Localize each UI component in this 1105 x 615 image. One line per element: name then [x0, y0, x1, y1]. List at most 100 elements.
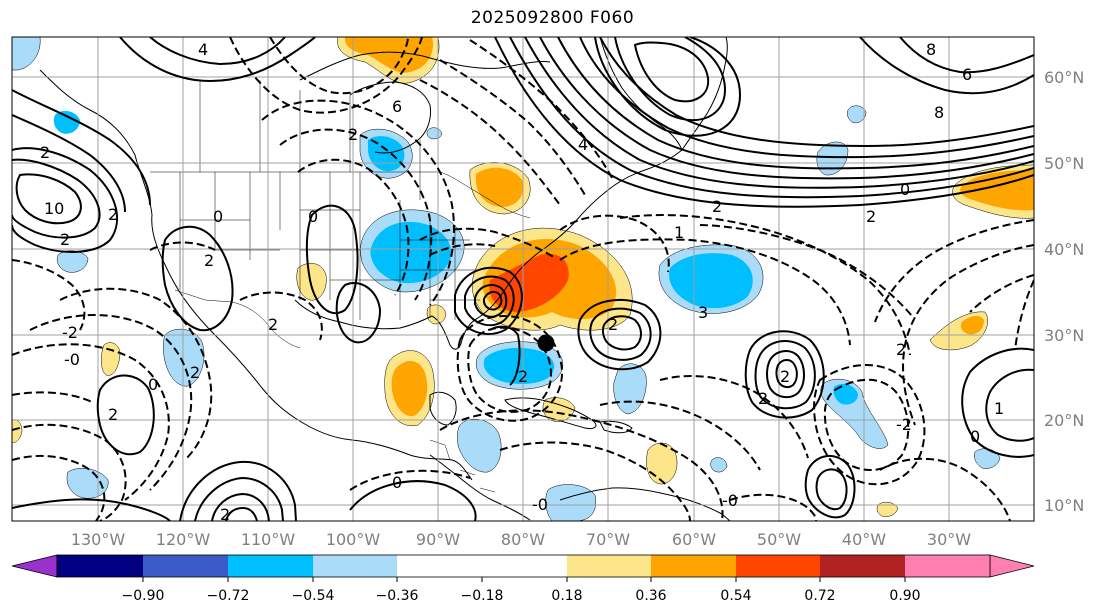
neg-contour-east-trough-1	[419, 79, 561, 206]
neg-contour-east-trough-3	[469, 39, 613, 179]
hudson-bay	[349, 81, 431, 154]
contour-label: 0	[213, 207, 223, 226]
contour-label: 2	[780, 367, 790, 386]
neg-contour-central-trough-2	[279, 128, 433, 301]
colorbar-segment	[397, 555, 482, 577]
south-caribbean-contour	[349, 480, 477, 521]
contour-label: 2	[712, 197, 722, 216]
us-canada-border	[150, 171, 531, 219]
jet-contour-6	[579, 37, 1034, 159]
neg-contour-gulf-2	[429, 243, 496, 256]
lat-label: 50°N	[1044, 154, 1084, 173]
cool-anomaly-gulf-alaska	[53, 110, 80, 134]
contour-label: 1	[994, 399, 1004, 418]
jet-contour-1	[494, 37, 1034, 208]
east-atl-high-2	[985, 368, 1034, 442]
colorbar-extend-right	[989, 554, 1035, 578]
lon-label: 50°W	[757, 530, 801, 549]
contour-label: 2	[866, 207, 876, 226]
central-atl-high-4	[775, 359, 798, 389]
neg-contour-south-atl	[729, 493, 817, 521]
cool-anomaly-mid-atlantic-mid	[833, 383, 858, 405]
neg-contour-florida	[456, 315, 564, 422]
canada-ridge-2	[149, 37, 286, 66]
contour-label: -2	[896, 415, 912, 434]
neg-contour-east-trough-2	[439, 59, 586, 196]
carolina-contour-1	[454, 266, 523, 335]
neg-contour-caribbean-2	[499, 441, 691, 521]
north-america-west-coast	[39, 69, 473, 481]
contour-label: -0	[722, 491, 738, 510]
colorbar-segment	[736, 555, 820, 577]
map-title: 2025092800 F060	[470, 8, 635, 28]
contour-label: 2	[108, 205, 118, 224]
neg-contour-atlantic-3	[699, 224, 913, 317]
cool-anomaly-atlantic-mid	[669, 253, 753, 309]
neg-contour-sw-trough-1	[59, 287, 213, 461]
contour-label: 6	[962, 65, 972, 84]
colorbar-tick-label: 0.36	[635, 588, 666, 604]
greenland-high-inner	[633, 41, 710, 103]
lon-label: 70°W	[586, 530, 630, 549]
state-lines-east	[399, 200, 480, 320]
neg-contour-caribbean-3	[599, 400, 761, 471]
neg-contour-sw-trough-2	[29, 314, 193, 491]
east-atl-high	[961, 347, 1034, 458]
colorbar-segment	[313, 555, 397, 577]
colorbar-segment	[143, 555, 228, 577]
lon-label: 110°W	[241, 530, 296, 549]
warm-anomaly-east-atlantic-mid	[960, 316, 984, 335]
contour-label: 1	[674, 223, 684, 242]
contour-label: 10	[44, 199, 64, 218]
warm-anomaly-mexico	[101, 342, 121, 376]
lat-label: 60°N	[1044, 68, 1084, 87]
neg-contour-pacific-south	[12, 423, 127, 521]
lon-label: 40°W	[842, 530, 886, 549]
south-atlantic-contour	[804, 455, 856, 519]
colorbar-tick-label: 0.72	[804, 588, 835, 604]
rockies-ridge	[161, 225, 234, 332]
contour-label: 2	[190, 363, 200, 382]
hispaniola	[599, 420, 633, 434]
lon-label: 30°W	[927, 530, 971, 549]
contour-label: 8	[934, 103, 944, 122]
neg-contour-mid-atl-low	[813, 364, 926, 486]
alaska-contour-2	[12, 114, 126, 213]
contour-label: -0	[64, 350, 80, 369]
canadian-arctic	[299, 51, 551, 81]
pacific-high-3	[15, 173, 82, 225]
contour-label: 2	[108, 405, 118, 424]
greenland-high-mid	[614, 37, 727, 122]
neg-contour-sw-canada	[149, 241, 216, 251]
contour-label: 2	[348, 125, 358, 144]
lon-label: 80°W	[501, 530, 545, 549]
lon-label: 120°W	[156, 530, 211, 549]
contour-label: 2	[60, 230, 70, 249]
latitude-labels: 60°N 50°N 40°N 30°N 20°N 10°N	[1044, 68, 1084, 515]
negative-contours	[12, 37, 1034, 521]
greenland-high-outer	[594, 37, 742, 137]
colorbar-ticks	[142, 577, 906, 582]
colorbar-tick-labels: −0.90 −0.72 −0.54 −0.36 −0.18 0.18 0.36 …	[122, 588, 921, 604]
colorbar-extend-left	[11, 554, 58, 578]
neg-contour-caribbean-4	[659, 375, 809, 459]
south-atlantic-contour-2	[815, 468, 848, 511]
colorbar-tick-label: −0.36	[376, 588, 419, 604]
neg-contour-gulf-1	[419, 227, 556, 259]
cool-anomaly-alaska	[12, 37, 41, 71]
neg-contour-south-atl-2	[879, 457, 1011, 521]
gulf-coast	[294, 299, 479, 350]
jet-contour-5	[557, 37, 1034, 170]
colorbar-segment	[820, 555, 905, 577]
contour-label: -2	[62, 323, 78, 342]
atlantic-contour-2	[589, 307, 652, 361]
warm-anomaly-east-us-strong	[489, 253, 569, 312]
contour-label: 0	[970, 427, 980, 446]
neg-contour-texas	[239, 291, 323, 341]
yucatan	[429, 391, 457, 426]
alaska-contour	[12, 89, 151, 206]
neg-contour-florida-2	[467, 326, 553, 413]
south-pacific-ridge	[179, 460, 297, 521]
colorbar: −0.90 −0.72 −0.54 −0.36 −0.18 0.18 0.36 …	[11, 554, 1035, 604]
colorbar-segment	[482, 555, 567, 577]
